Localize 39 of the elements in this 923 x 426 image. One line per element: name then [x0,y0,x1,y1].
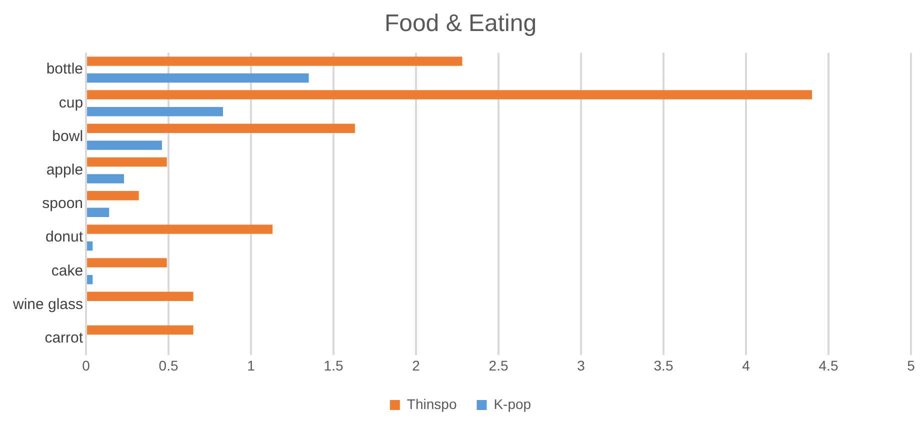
bar [87,292,194,302]
bar [87,106,223,116]
bar [87,190,139,200]
x-tick-label: 1.5 [324,357,344,374]
x-tick-label: 0.5 [158,357,178,374]
bar [87,174,124,184]
x-tick-label: 5 [907,357,916,374]
bar [87,325,194,335]
y-tick-label: wine glass [12,296,84,313]
bar [87,140,162,150]
bar [87,208,110,218]
bar [87,157,167,167]
y-tick-label: donut [45,228,84,246]
x-tick-label: 0 [82,357,90,374]
y-tick-label: spoon [42,195,84,212]
x-tick-label: 1 [247,357,256,374]
x-tick-label: 2.5 [488,357,508,374]
x-tick-label: 3 [577,357,586,374]
y-tick-label: carrot [44,330,84,347]
legend-label: K-pop [494,396,532,412]
legend-label: Thinspo [406,396,457,412]
y-tick-label: apple [46,162,84,179]
bar [87,73,309,83]
bar [87,90,812,100]
x-tick-label: 4.5 [818,357,838,374]
y-tick-label: cup [58,94,84,112]
bar [87,124,355,134]
x-tick-label: 2 [412,357,420,374]
y-tick-label: cake [51,262,84,280]
y-tick-label: bowl [52,128,84,145]
x-tick-label: 3.5 [654,357,674,374]
bar [87,241,93,251]
bar [87,274,93,284]
x-tick-label: 4 [742,357,750,374]
bar [87,258,167,268]
bar [87,56,462,66]
chart-title: Food & Eating [384,10,537,38]
y-tick-label: bottle [46,60,84,78]
bar [87,224,272,234]
